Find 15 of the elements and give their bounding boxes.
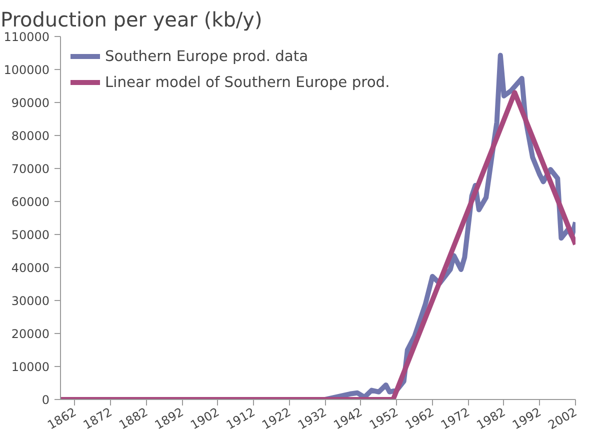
y-tick-label: 50000	[11, 228, 50, 242]
legend-label: Southern Europe prod. data	[105, 48, 308, 64]
y-tick-label: 80000	[11, 129, 50, 143]
y-tick-label: 110000	[4, 30, 50, 44]
chart-title: Production per year (kb/y)	[0, 8, 262, 32]
y-tick-label: 0	[42, 393, 50, 407]
y-tick-label: 40000	[11, 261, 50, 275]
y-tick-label: 90000	[11, 96, 50, 110]
y-tick-label: 60000	[11, 195, 50, 209]
y-tick-label: 30000	[11, 294, 50, 308]
y-tick-label: 70000	[11, 162, 50, 176]
y-tick-label: 10000	[11, 360, 50, 374]
y-tick-label: 100000	[4, 63, 50, 77]
legend-label: Linear model of Southern Europe prod.	[105, 74, 390, 90]
y-tick-label: 20000	[11, 327, 50, 341]
